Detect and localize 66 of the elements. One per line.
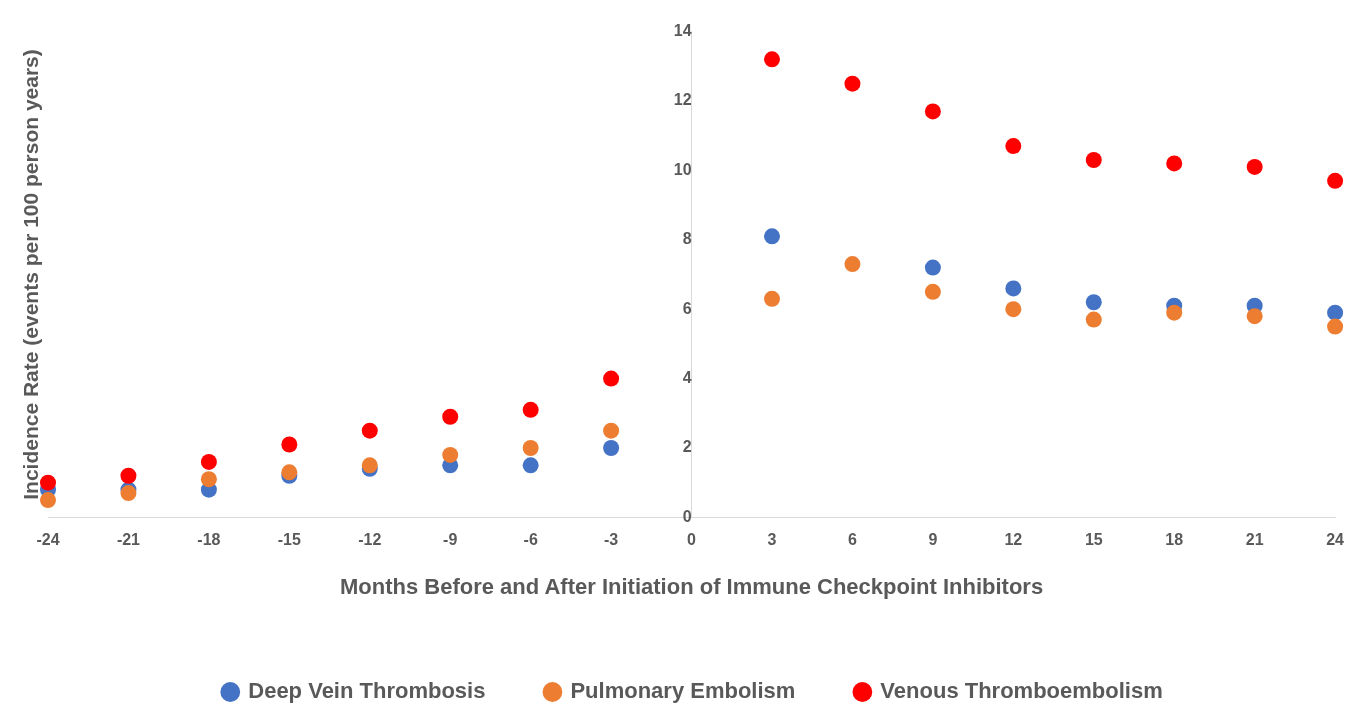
point [924, 283, 941, 300]
y-tick-label: 0 [682, 507, 692, 525]
y-axis-title: Incidence Rate (events per 100 person years) [18, 49, 42, 500]
point [603, 440, 620, 456]
point [522, 440, 539, 456]
x-tick-label: 6 [847, 531, 857, 549]
point [1085, 311, 1102, 328]
point [200, 453, 217, 470]
point [603, 422, 620, 439]
point [1085, 151, 1102, 168]
y-tick-label: 6 [682, 299, 692, 317]
point [844, 256, 861, 273]
point [1246, 308, 1263, 325]
x-tick-label: -3 [603, 531, 619, 549]
legend-label: Deep Vein Thrombosis [248, 678, 486, 704]
point [442, 446, 459, 463]
x-tick-label: 18 [1165, 531, 1184, 549]
point [120, 485, 137, 502]
x-tick-label: -18 [197, 531, 221, 549]
point [764, 228, 780, 245]
point [1005, 138, 1022, 155]
point [200, 471, 217, 488]
y-tick-label: 10 [673, 160, 692, 178]
x-tick-label: -15 [277, 531, 301, 549]
x-tick-label: 24 [1326, 531, 1345, 549]
x-tick-label: -6 [523, 531, 538, 549]
point [603, 370, 620, 387]
x-tick-label: 9 [928, 531, 938, 549]
y-tick-label: 14 [673, 22, 692, 40]
x-tick-label: -9 [443, 531, 458, 549]
legend-label: Pulmonary Embolism [570, 678, 796, 704]
point [120, 467, 137, 484]
point [1085, 294, 1102, 311]
point [40, 474, 56, 491]
point [1166, 155, 1183, 172]
point [1246, 158, 1263, 175]
point [442, 408, 459, 425]
x-tick-label: -24 [36, 531, 60, 549]
x-tick-label: 12 [1004, 531, 1023, 549]
x-axis-title: Months Before and After Initiation of Immune Checkpoint Inhibitors [339, 573, 1044, 599]
y-tick-label: 2 [682, 438, 692, 456]
x-tick-label: 15 [1084, 531, 1103, 549]
x-tick-label: -21 [116, 531, 141, 549]
y-tick-label: 12 [673, 91, 692, 109]
point [1005, 301, 1022, 318]
point [1005, 280, 1022, 297]
point [40, 492, 56, 509]
point [1327, 172, 1344, 189]
point [1166, 304, 1183, 321]
point [844, 75, 861, 92]
y-tick-label: 8 [682, 230, 692, 248]
point [924, 103, 941, 120]
point [764, 51, 780, 68]
legend-label: Venous Thromboembolism [880, 678, 1163, 704]
point [522, 457, 539, 474]
point [764, 290, 780, 307]
x-tick-label: -12 [358, 531, 382, 549]
point [924, 259, 941, 276]
y-tick-label: 4 [682, 369, 692, 387]
point [522, 401, 539, 418]
point [361, 422, 378, 439]
point [1327, 318, 1344, 335]
point [1327, 304, 1344, 321]
x-tick-label: 3 [767, 531, 777, 549]
point [281, 436, 298, 453]
x-tick-label: 21 [1245, 531, 1264, 549]
